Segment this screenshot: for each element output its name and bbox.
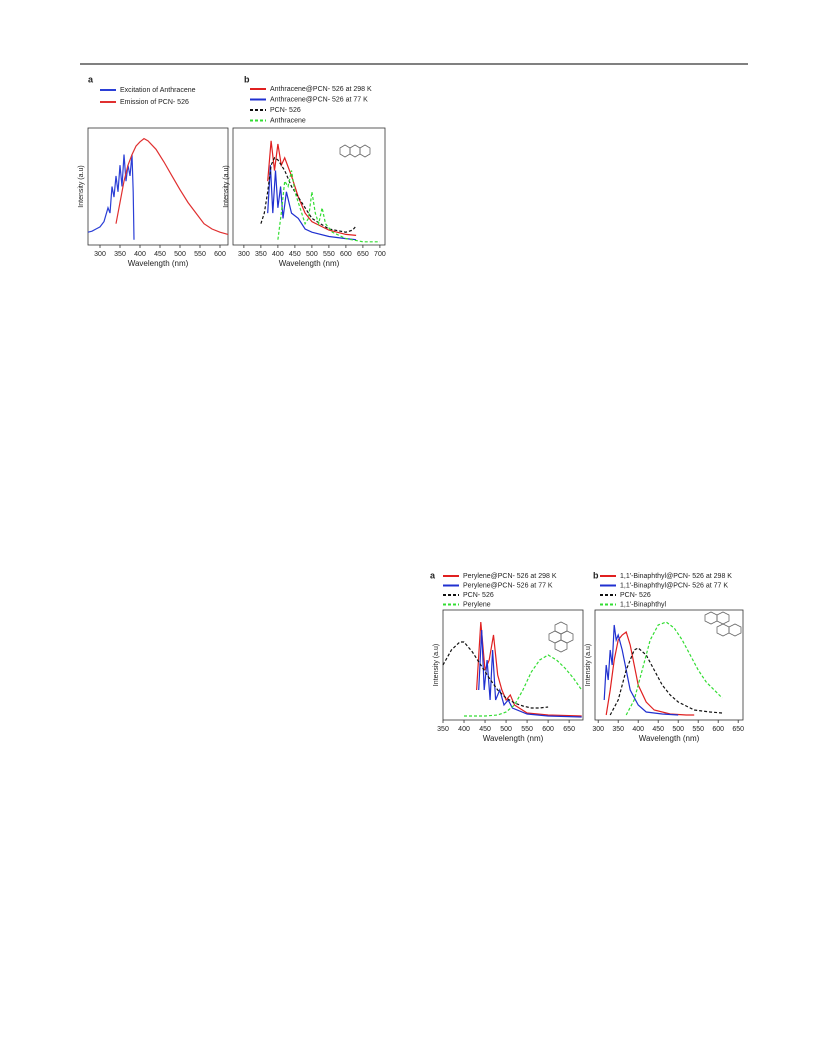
x-tick-label: 300 — [238, 251, 250, 258]
y-axis-label: Intensity (a.u) — [433, 644, 440, 686]
x-axis-label: Wavelength (nm) — [639, 734, 700, 743]
series-line — [605, 631, 695, 716]
panel-label: b — [593, 570, 599, 580]
x-tick-label: 600 — [340, 251, 352, 258]
x-tick-label: 400 — [134, 251, 146, 258]
legend-label: Emission of PCN- 526 — [120, 99, 189, 106]
panel-label: a — [430, 570, 436, 580]
binaphthyl-icon — [704, 611, 742, 637]
series-line — [277, 170, 380, 243]
x-tick-label: 400 — [272, 251, 284, 258]
x-tick-label: 600 — [712, 726, 724, 733]
y-axis-label: Intensity (a.u) — [223, 165, 230, 207]
legend-label: Anthracene@PCN- 526 at 298 K — [270, 86, 372, 93]
series-line — [625, 621, 723, 716]
series-line — [87, 154, 135, 240]
x-tick-label: 500 — [500, 726, 512, 733]
plot-frame — [87, 127, 229, 246]
x-tick-label: 550 — [194, 251, 206, 258]
x-tick-label: 350 — [437, 726, 449, 733]
anthracene-icon — [339, 144, 371, 158]
x-tick-label: 300 — [94, 251, 106, 258]
series-line — [478, 629, 582, 718]
x-tick-label: 450 — [154, 251, 166, 258]
x-tick-label: 700 — [374, 251, 386, 258]
legend-label: PCN- 526 — [270, 107, 301, 114]
x-tick-label: 400 — [458, 726, 470, 733]
x-tick-label: 650 — [732, 726, 744, 733]
series-line — [115, 137, 229, 235]
x-tick-label: 350 — [114, 251, 126, 258]
x-tick-label: 600 — [542, 726, 554, 733]
x-tick-label: 350 — [255, 251, 267, 258]
x-tick-label: 600 — [214, 251, 226, 258]
plot-frame — [594, 609, 744, 721]
legend-label: Anthracene — [270, 117, 306, 124]
legend-label: Perylene — [463, 601, 491, 608]
plot-frame — [232, 127, 386, 246]
legend-label: 1,1'-Binaphthyl — [620, 601, 667, 608]
x-axis-label: Wavelength (nm) — [128, 259, 189, 268]
legend-label: Excitation of Anthracene — [120, 87, 196, 94]
x-tick-label: 500 — [672, 726, 684, 733]
x-tick-label: 300 — [592, 726, 604, 733]
perylene-icon — [548, 621, 574, 653]
legend-label: 1,1'-Binaphthyl@PCN- 526 at 77 K — [620, 582, 728, 589]
x-tick-label: 550 — [692, 726, 704, 733]
legend-label: 1,1'-Binaphthyl@PCN- 526 at 298 K — [620, 573, 732, 580]
x-tick-label: 450 — [652, 726, 664, 733]
panel-label: b — [244, 74, 250, 84]
x-tick-label: 400 — [632, 726, 644, 733]
y-axis-label: Intensity (a.u) — [585, 644, 592, 686]
series-line — [476, 621, 582, 717]
legend-label: PCN- 526 — [620, 592, 651, 599]
x-tick-label: 450 — [479, 726, 491, 733]
x-tick-label: 500 — [174, 251, 186, 258]
legend-label: Anthracene@PCN- 526 at 77 K — [270, 96, 368, 103]
legend-label: PCN- 526 — [463, 592, 494, 599]
legend-label: Perylene@PCN- 526 at 77 K — [463, 582, 553, 589]
x-axis-label: Wavelength (nm) — [483, 734, 544, 743]
x-tick-label: 550 — [521, 726, 533, 733]
y-axis-label: Intensity (a.u) — [78, 165, 85, 207]
x-tick-label: 650 — [357, 251, 369, 258]
series-line — [267, 140, 357, 236]
x-tick-label: 550 — [323, 251, 335, 258]
series-line — [260, 156, 357, 233]
series-line — [603, 624, 679, 716]
panel-label: a — [88, 74, 94, 84]
series-line — [464, 654, 583, 717]
series-line — [267, 165, 357, 241]
series-line — [609, 647, 723, 716]
x-tick-label: 450 — [289, 251, 301, 258]
x-tick-label: 500 — [306, 251, 318, 258]
legend-label: Perylene@PCN- 526 at 298 K — [463, 573, 557, 580]
x-axis-label: Wavelength (nm) — [279, 259, 340, 268]
x-tick-label: 350 — [612, 726, 624, 733]
x-tick-label: 650 — [563, 726, 575, 733]
